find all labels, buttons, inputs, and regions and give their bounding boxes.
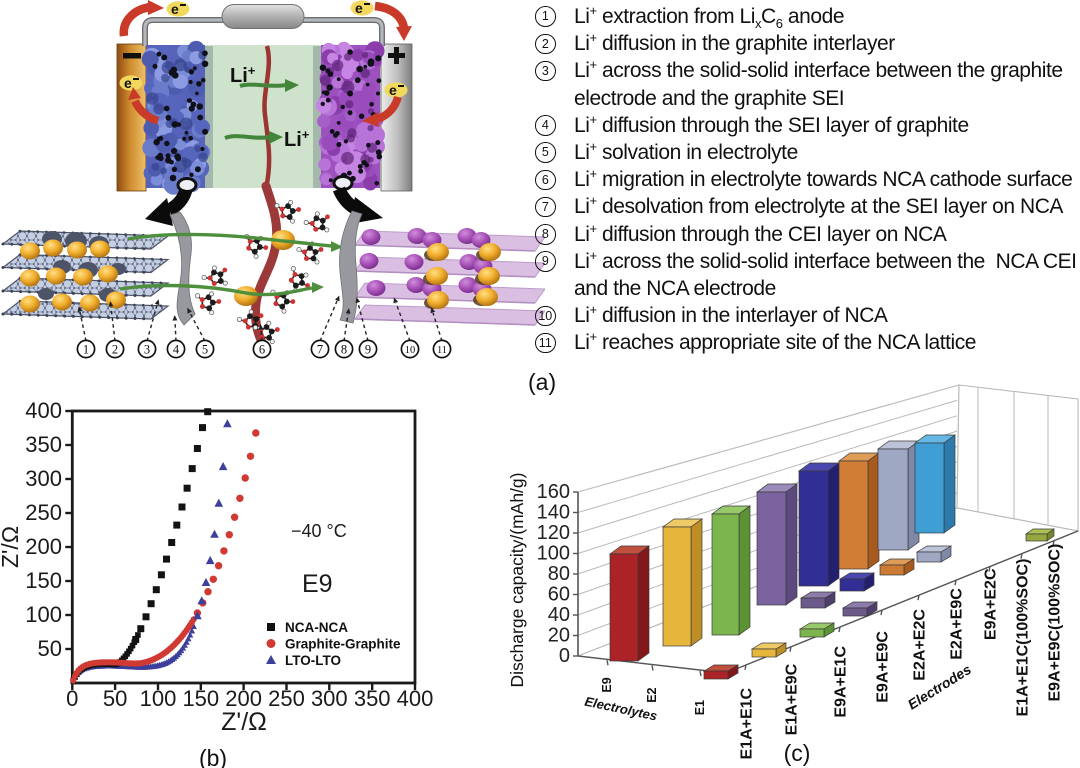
svg-text:10: 10 (405, 345, 416, 356)
svg-text:350: 350 (25, 432, 62, 457)
svg-text:E1A+E1C(100%SOC): E1A+E1C(100%SOC) (1015, 559, 1032, 717)
svg-text:E9A+E1C: E9A+E1C (833, 646, 850, 718)
svg-text:300: 300 (25, 466, 62, 491)
svg-text:−40 °C: −40 °C (291, 521, 347, 541)
svg-text:E9A+E9C: E9A+E9C (875, 631, 892, 703)
svg-text:e: e (355, 0, 363, 16)
svg-text:50: 50 (103, 686, 127, 711)
svg-text:100: 100 (537, 543, 570, 565)
svg-text:150: 150 (25, 568, 62, 593)
svg-text:350: 350 (354, 686, 391, 711)
svg-text:1: 1 (83, 343, 89, 357)
svg-text:20: 20 (548, 625, 570, 647)
svg-text:8: 8 (341, 343, 347, 357)
svg-text:80: 80 (548, 563, 570, 585)
svg-text:(b): (b) (199, 745, 227, 768)
svg-text:11: 11 (437, 345, 447, 356)
svg-text:E9: E9 (600, 677, 614, 692)
svg-text:300: 300 (311, 686, 348, 711)
svg-text:250: 250 (25, 500, 62, 525)
svg-text:NCA-NCA: NCA-NCA (285, 620, 348, 635)
svg-text:E1A+E9C: E1A+E9C (784, 663, 801, 735)
svg-text:Discharge capacity/(mAh/g): Discharge capacity/(mAh/g) (507, 473, 527, 688)
svg-text:E2A+E2C: E2A+E2C (912, 609, 929, 681)
svg-text:LTO-LTO: LTO-LTO (285, 653, 341, 668)
svg-text:e: e (171, 1, 179, 17)
svg-text:250: 250 (268, 686, 305, 711)
svg-text:E9: E9 (302, 570, 333, 598)
svg-text:4: 4 (173, 343, 180, 357)
svg-text:Graphite-Graphite: Graphite-Graphite (285, 637, 401, 652)
svg-text:200: 200 (25, 534, 62, 559)
svg-text:(c): (c) (784, 740, 811, 766)
svg-text:0: 0 (559, 645, 570, 667)
svg-text:100: 100 (25, 602, 62, 627)
svg-text:E2: E2 (645, 687, 659, 702)
svg-text:E9A+E2C: E9A+E2C (983, 568, 1000, 640)
svg-text:50: 50 (38, 636, 62, 661)
svg-text:0: 0 (66, 686, 78, 711)
svg-text:400: 400 (397, 686, 434, 711)
svg-text:E2A+E9C: E2A+E9C (949, 588, 966, 660)
svg-text:E1: E1 (693, 700, 707, 715)
svg-text:Z'/Ω: Z'/Ω (0, 526, 23, 568)
svg-text:150: 150 (182, 686, 219, 711)
svg-text:100: 100 (140, 686, 177, 711)
svg-text:E9A+E9C(100%SOC): E9A+E9C(100%SOC) (1047, 544, 1064, 702)
svg-text:140: 140 (537, 502, 570, 524)
svg-text:e: e (389, 82, 397, 98)
svg-text:2: 2 (112, 343, 118, 357)
svg-text:9: 9 (365, 343, 371, 357)
svg-text:200: 200 (225, 686, 262, 711)
svg-text:40: 40 (548, 604, 570, 626)
svg-text:160: 160 (537, 481, 570, 503)
svg-text:400: 400 (25, 398, 62, 423)
svg-text:120: 120 (537, 522, 570, 544)
svg-text:5: 5 (202, 343, 208, 357)
svg-text:60: 60 (548, 584, 570, 606)
svg-text:E1A+E1C: E1A+E1C (739, 687, 756, 759)
svg-text:Z'/Ω: Z'/Ω (221, 708, 267, 736)
svg-text:7: 7 (317, 343, 323, 357)
svg-text:6: 6 (259, 343, 265, 357)
svg-text:e: e (124, 75, 132, 91)
svg-text:3: 3 (144, 343, 150, 357)
